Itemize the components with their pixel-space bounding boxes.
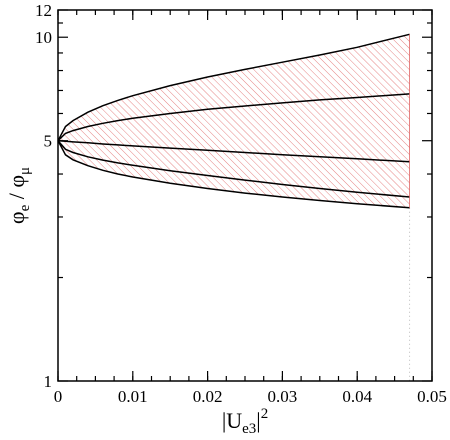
hatched-band [58,34,410,208]
x-axis-label: |Ue3|2 [222,406,268,437]
x-tick-label: 0.05 [417,387,447,406]
x-tick-label: 0 [54,387,63,406]
hatched-band-layer [58,34,411,381]
curve-2 [57,93,410,142]
y-axis-label-sub2: μ [17,167,33,175]
y-axis-label: φe / φμ [4,167,33,224]
x-tick-label: 0.03 [268,387,298,406]
x-axis-label-sup: 2 [261,406,269,422]
x-tick-label: 0.04 [342,387,372,406]
curve-3 [57,139,410,163]
x-axis-label-end: | [256,408,260,433]
y-axis-label-mid: / φ [4,175,29,205]
y-axis-label-sub1: e [17,204,33,211]
x-axis-label-sub: e3 [242,421,256,437]
x-axis-label-base: |U [222,408,242,433]
y-axis-label-base: φ [4,211,29,224]
plot-frame [57,9,433,382]
y-tick-label: 10 [35,28,52,47]
curves-layer [57,33,410,209]
x-tick-label: 0.01 [118,387,148,406]
curve-4 [57,140,410,198]
y-tick-label: 5 [44,132,53,151]
curve-1 [57,33,410,142]
x-tick-label: 0.02 [193,387,223,406]
curve-5 [57,140,410,209]
ticks-layer: 0 0.01 0.02 0.03 0.04 0.05 1 5 10 12 [35,1,447,406]
y-tick-label: 12 [35,1,52,20]
y-tick-label: 1 [44,372,53,391]
